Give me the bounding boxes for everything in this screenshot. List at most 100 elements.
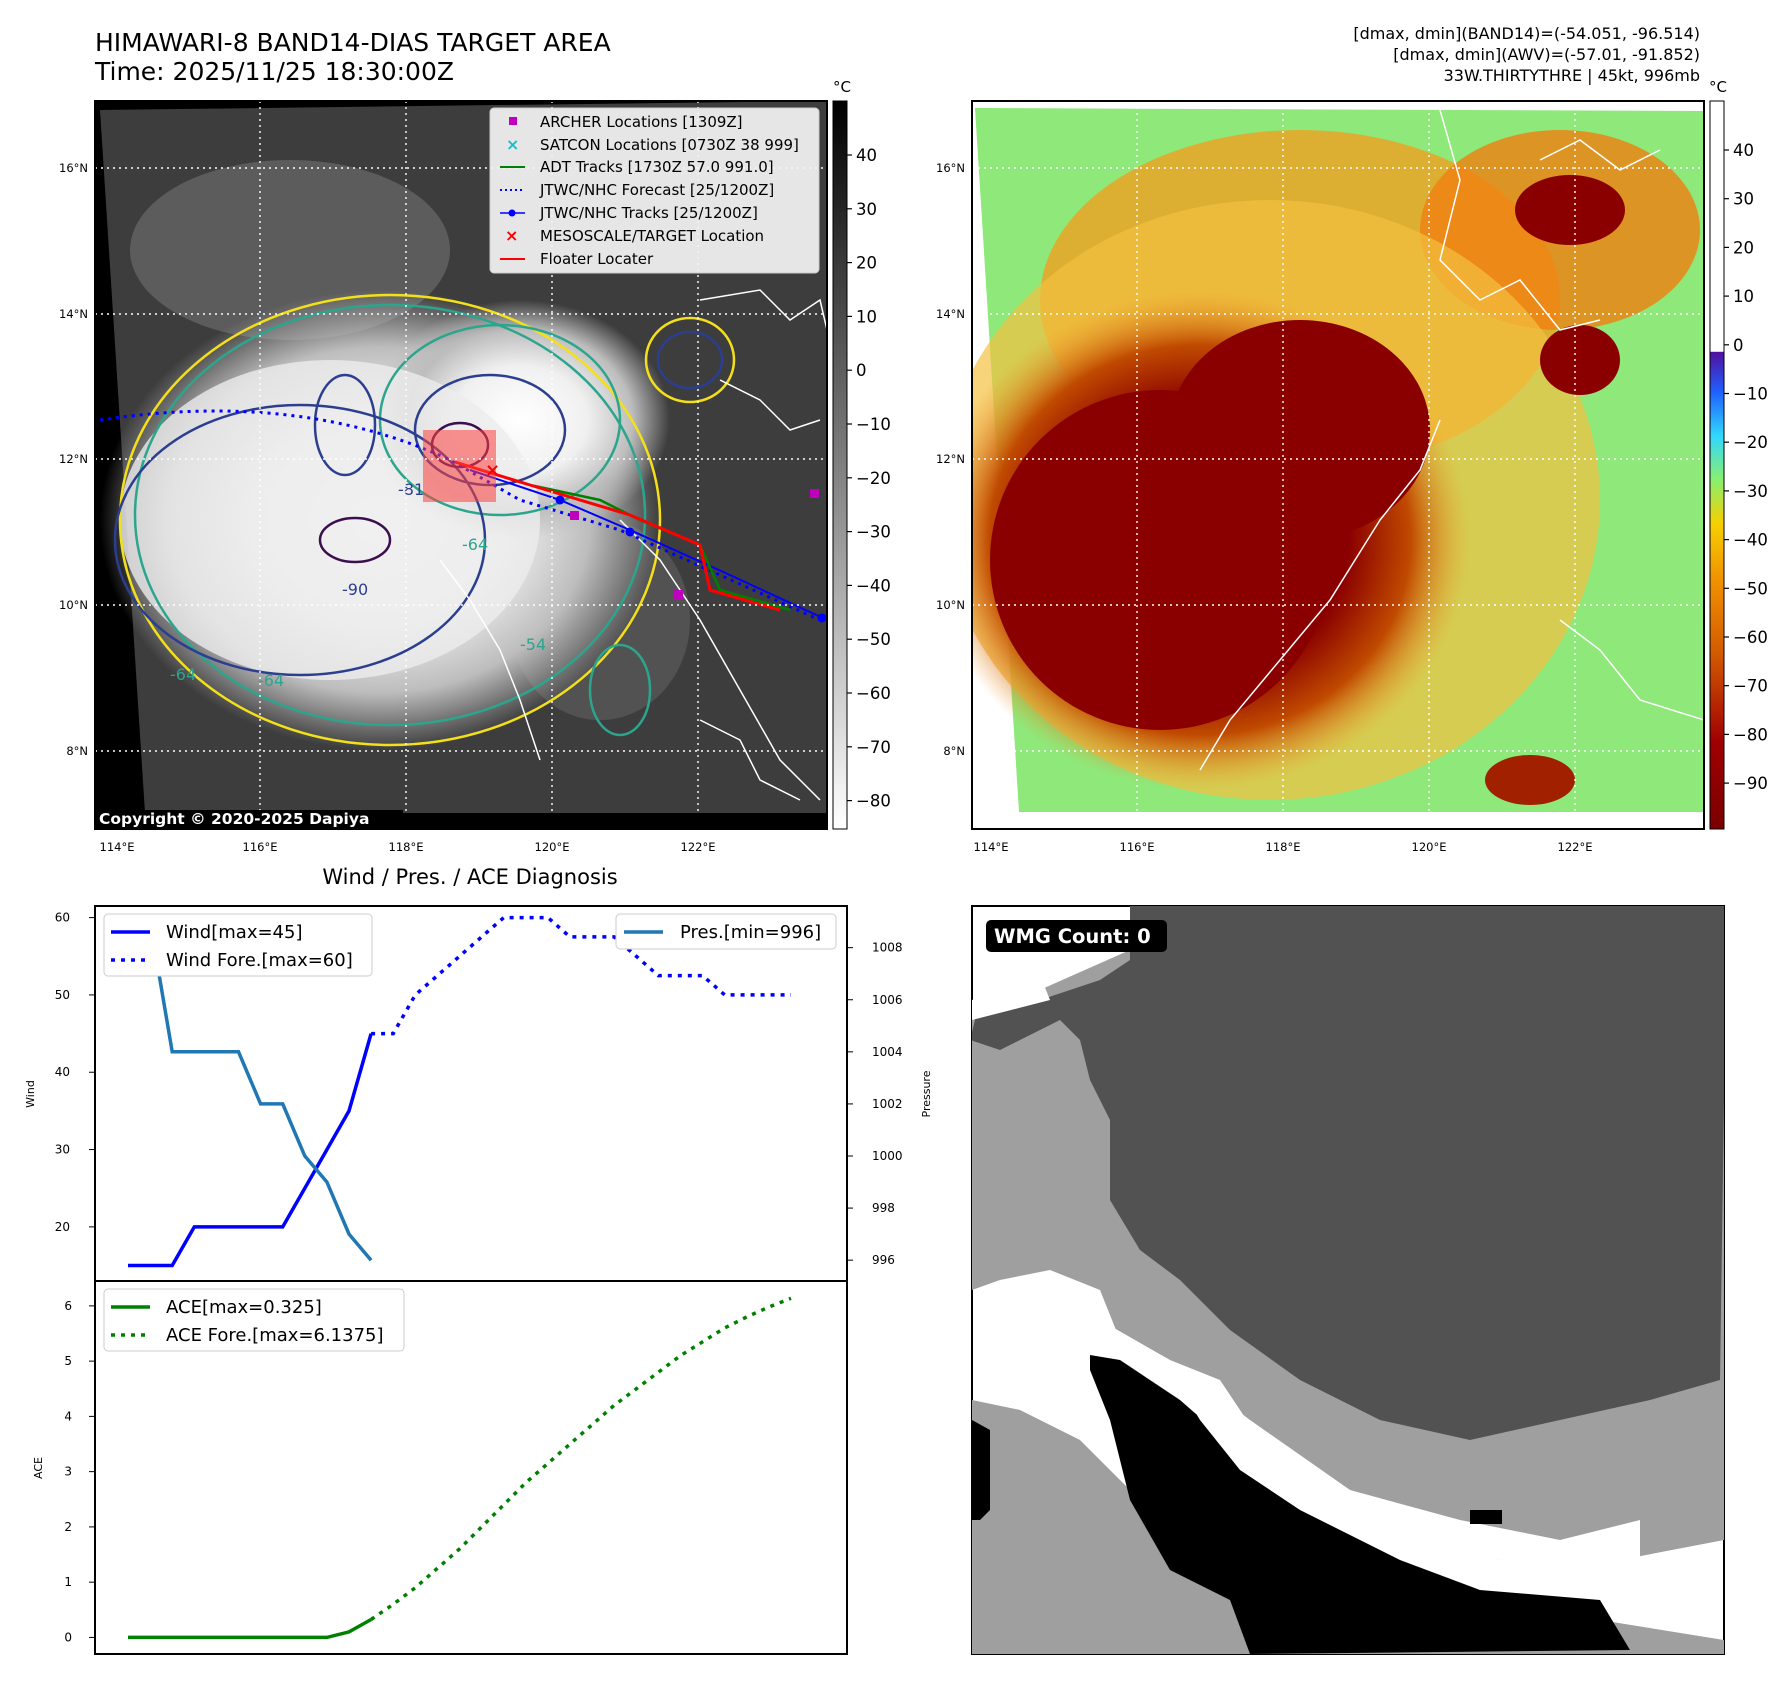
legend-archer: ARCHER Locations [1309Z] xyxy=(509,113,743,131)
wmg-count-label: WMG Count: 0 xyxy=(994,925,1151,948)
svg-text:Floater Locater: Floater Locater xyxy=(540,250,654,268)
ace-tick-label: 2 xyxy=(64,1520,72,1534)
svg-text:JTWC/NHC Forecast [25/1200Z]: JTWC/NHC Forecast [25/1200Z] xyxy=(539,181,774,199)
legend-wind: Wind[max=45] xyxy=(166,922,303,943)
info-awv: [dmax, dmin](AWV)=(-57.01, -91.852) xyxy=(1393,45,1700,64)
contour-label: -64 xyxy=(462,535,488,554)
pressure-axis-label: Pressure xyxy=(920,1070,933,1117)
svg-text:×: × xyxy=(485,460,500,481)
figure-title: HIMAWARI-8 BAND14-DIAS TARGET AREA xyxy=(95,28,611,57)
figure-time: Time: 2025/11/25 18:30:00Z xyxy=(94,57,454,86)
lat-tick: 14°N xyxy=(936,307,965,321)
svg-text:×: × xyxy=(506,135,519,154)
svg-text:ADT Tracks [1730Z 57.0 991.0]: ADT Tracks [1730Z 57.0 991.0] xyxy=(540,158,774,176)
colorbar-tick-label: 30 xyxy=(856,200,877,219)
contour-label: -90 xyxy=(342,580,368,599)
colorbar-tick-label: −60 xyxy=(1733,628,1768,647)
lat-tick: 8°N xyxy=(66,744,88,758)
colorbar-tick-label: −10 xyxy=(856,415,891,434)
copyright: Copyright © 2020-2025 Dapiya xyxy=(99,810,369,828)
ace-tick-label: 5 xyxy=(64,1354,72,1368)
colorbar-tick-label: 10 xyxy=(1733,287,1754,306)
colorbar-tick-label: −70 xyxy=(1733,677,1768,696)
lat-tick: 16°N xyxy=(936,161,965,175)
lon-tick: 116°E xyxy=(1120,840,1155,854)
ace-line xyxy=(128,1617,372,1640)
pressure-tick-label: 1002 xyxy=(872,1097,903,1111)
wind-pressure-chart: Wind Pressure 20 30 40 50 60 996 998 1000 1002 1… xyxy=(24,905,933,1282)
wind-axis-label: Wind xyxy=(24,1080,37,1108)
colorbar-tick-label: −60 xyxy=(856,684,891,703)
svg-text:ARCHER Locations [1309Z]: ARCHER Locations [1309Z] xyxy=(540,113,743,131)
ace-tick-label: 0 xyxy=(64,1630,72,1644)
colorbar-tick-label: 10 xyxy=(856,307,877,326)
colorbar-tick-label: 40 xyxy=(1733,141,1754,160)
pressure-legend: Pres.[min=996] xyxy=(615,913,837,950)
colorbar-tick-label: 30 xyxy=(1733,190,1754,209)
pressure-line xyxy=(128,919,373,1262)
wind-tick-label: 50 xyxy=(55,988,70,1002)
colorbar-tick-label: −50 xyxy=(1733,579,1768,598)
wind-line xyxy=(128,1033,373,1268)
wind-legend: Wind[max=45] Wind Fore.[max=60] xyxy=(103,913,373,977)
contour-label: -64 xyxy=(170,665,196,684)
wind-tick-label: 60 xyxy=(55,911,70,925)
ace-axis-label: ACE xyxy=(32,1457,45,1479)
ace-tick-label: 4 xyxy=(64,1409,72,1423)
ir-imagery: × -90 -64 -64 -64 -54 -81 xyxy=(95,101,827,813)
colorbar-tick-label: 20 xyxy=(1733,238,1754,257)
ace-tick-label: 6 xyxy=(64,1299,72,1313)
legend-wind-forecast: Wind Fore.[max=60] xyxy=(166,950,353,971)
awv-map-panel: 114°E 116°E 118°E 120°E 122°E 16°N 14°N … xyxy=(936,78,1768,854)
lat-tick: 8°N xyxy=(943,744,965,758)
legend-jtwc-tracks: JTWC/NHC Tracks [25/1200Z] xyxy=(500,204,758,222)
svg-text:SATCON Locations [0730Z 38 999: SATCON Locations [0730Z 38 999] xyxy=(540,136,799,154)
colorbar-tick-label: 40 xyxy=(856,146,877,165)
wind-tick-label: 20 xyxy=(55,1220,70,1234)
ir-map-panel: × -90 -64 -64 -64 -54 -81 xyxy=(59,78,891,854)
ir-colorbar: °C 40 30 20 10 0 −10 −20 −30 −40 −50 −60 −70 −80 xyxy=(832,78,891,830)
awv-colorbar: °C 40 30 20 10 0 −10 −20 −30 −40 −50 −60 −70 −80 −90 xyxy=(1709,78,1768,830)
legend-adt: ADT Tracks [1730Z 57.0 991.0] xyxy=(500,158,774,176)
colorbar-tick-label: −50 xyxy=(856,630,891,649)
svg-text:JTWC/NHC Tracks [25/1200Z]: JTWC/NHC Tracks [25/1200Z] xyxy=(539,204,758,222)
lat-tick: 12°N xyxy=(59,452,88,466)
pressure-tick-label: 1006 xyxy=(872,993,903,1007)
colorbar-tick-label: −30 xyxy=(856,523,891,542)
contour-label: -81 xyxy=(398,480,424,499)
wind-tick-label: 30 xyxy=(55,1143,70,1157)
legend-floater: Floater Locater xyxy=(500,250,654,268)
lon-tick: 118°E xyxy=(389,840,424,854)
awv-imagery xyxy=(972,101,1704,829)
lon-tick: 122°E xyxy=(1558,840,1593,854)
awv-axis-labels: 114°E 116°E 118°E 120°E 122°E 16°N 14°N … xyxy=(936,161,1592,854)
colorbar-tick-label: −90 xyxy=(1733,774,1768,793)
legend-satcon: × SATCON Locations [0730Z 38 999] xyxy=(506,135,799,154)
wmg-imagery xyxy=(972,906,1724,1654)
wind-tick-label: 40 xyxy=(55,1065,70,1079)
lon-tick: 114°E xyxy=(974,840,1009,854)
info-storm: 33W.THIRTYTHRE | 45kt, 996mb xyxy=(1444,66,1700,85)
lon-tick: 120°E xyxy=(535,840,570,854)
lat-tick: 14°N xyxy=(59,307,88,321)
lat-tick: 16°N xyxy=(59,161,88,175)
lon-tick: 118°E xyxy=(1266,840,1301,854)
lon-tick: 120°E xyxy=(1412,840,1447,854)
wind-forecast-line xyxy=(371,915,791,1036)
lon-tick: 114°E xyxy=(100,840,135,854)
ir-legend: ARCHER Locations [1309Z] × SATCON Locati… xyxy=(489,107,820,274)
legend-ace: ACE[max=0.325] xyxy=(166,1297,322,1318)
ace-chart: ACE 0 1 2 3 4 5 6 ACE[max=0.325] ACE Fore.[max… xyxy=(32,1280,848,1655)
lon-tick: 116°E xyxy=(243,840,278,854)
legend-jtwc-forecast: JTWC/NHC Forecast [25/1200Z] xyxy=(500,181,774,199)
contour-label: -64 xyxy=(258,671,284,690)
colorbar-tick-label: −40 xyxy=(856,576,891,595)
lat-tick: 10°N xyxy=(59,598,88,612)
colorbar-tick-label: −80 xyxy=(856,792,891,811)
lat-tick: 12°N xyxy=(936,452,965,466)
colorbar-tick-label: 20 xyxy=(856,254,877,273)
ace-tick-label: 1 xyxy=(64,1575,72,1589)
pressure-tick-label: 1000 xyxy=(872,1149,903,1163)
colorbar-tick-label: 0 xyxy=(1733,336,1744,355)
